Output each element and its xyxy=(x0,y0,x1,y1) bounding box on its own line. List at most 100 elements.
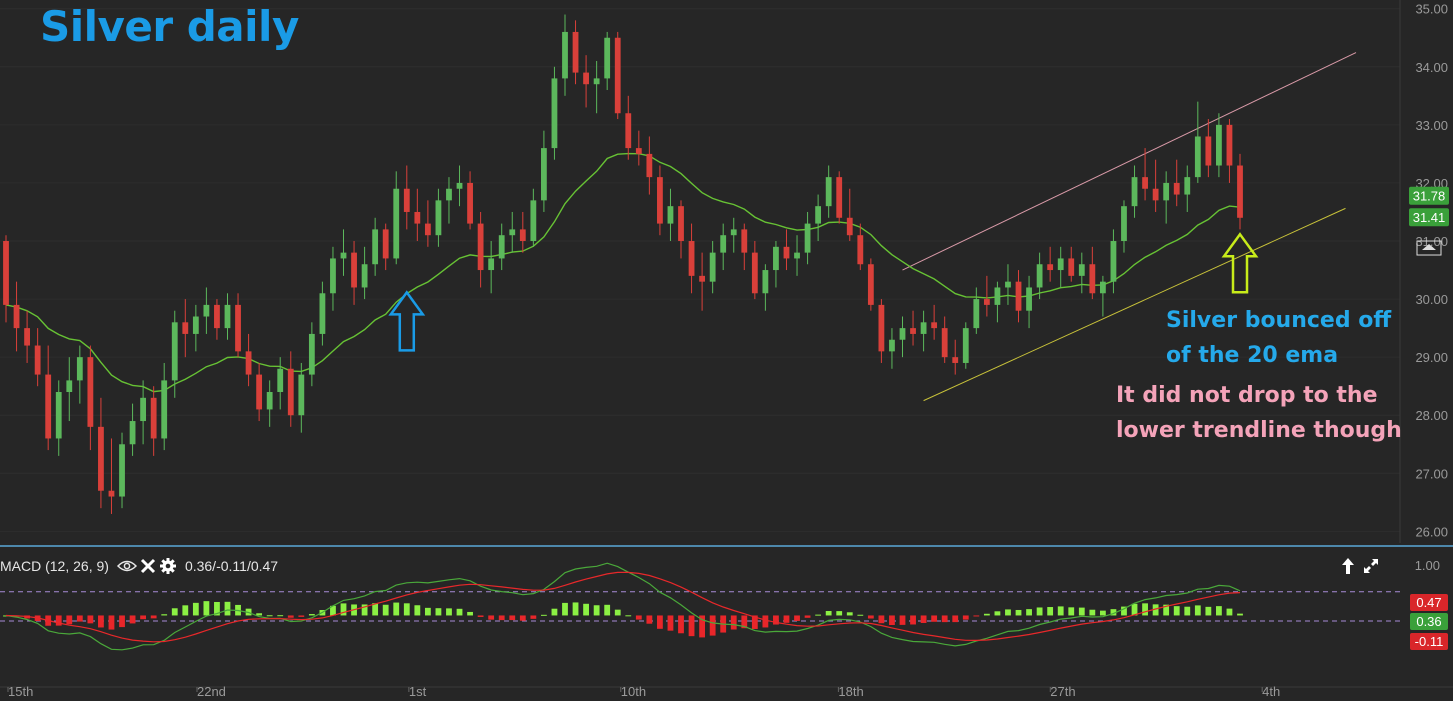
macd-hist-bar xyxy=(941,615,948,623)
candle xyxy=(773,241,779,288)
candle-body xyxy=(319,293,326,334)
candle xyxy=(403,165,410,230)
candle-body xyxy=(435,200,442,236)
candle-body xyxy=(266,392,273,410)
candle xyxy=(140,380,147,445)
candle xyxy=(625,95,632,160)
macd-hist-bar xyxy=(1152,604,1159,616)
blue-arrow-icon xyxy=(388,290,426,352)
macd-hist-bar xyxy=(920,615,927,623)
candle-body xyxy=(730,229,737,236)
macd-hist-bar xyxy=(287,615,294,618)
candle-body xyxy=(182,322,189,334)
candle-body xyxy=(76,357,83,381)
candle-body xyxy=(277,368,284,393)
macd-hist-bar xyxy=(1057,606,1064,616)
macd-hist-bar xyxy=(361,604,368,616)
eye-icon[interactable] xyxy=(116,559,137,573)
candle-body xyxy=(150,397,157,439)
candle xyxy=(319,281,326,346)
candle xyxy=(477,211,484,288)
macd-hist-bar xyxy=(794,615,800,621)
candle-body xyxy=(519,229,526,242)
candle xyxy=(614,31,621,120)
trendline-note-line-1: It did not drop to the xyxy=(1116,383,1378,408)
candle-body xyxy=(804,223,811,253)
close-icon[interactable] xyxy=(139,557,157,575)
price-badge-bg xyxy=(1409,208,1449,227)
candle-body xyxy=(245,351,252,375)
candle xyxy=(646,136,653,195)
macd-hist-bar xyxy=(488,615,495,620)
candle xyxy=(551,66,558,160)
candle xyxy=(1015,270,1022,323)
candle-body xyxy=(1121,206,1127,242)
candle-body xyxy=(351,252,357,288)
candle xyxy=(593,60,600,114)
candle-body xyxy=(952,357,959,363)
candle xyxy=(192,304,199,352)
candle xyxy=(952,339,959,375)
candle-body xyxy=(667,206,674,224)
candle-body xyxy=(846,217,853,236)
candle xyxy=(678,200,684,259)
macd-hist-bar xyxy=(709,615,716,636)
macd-hist-bar xyxy=(699,615,706,638)
candle-body xyxy=(857,235,864,265)
candle-body xyxy=(1226,124,1233,166)
candle xyxy=(931,304,938,340)
gear-icon[interactable] xyxy=(159,557,177,575)
macd-hist-bar xyxy=(330,605,336,616)
candle-body xyxy=(1237,165,1243,218)
time-axis[interactable]: 15th 22nd 1st 10th 18th 27th 4th xyxy=(0,684,1453,699)
macd-hist-bar xyxy=(1026,609,1032,616)
expand-icon[interactable] xyxy=(1362,557,1380,575)
price-badge-bg xyxy=(1409,186,1449,205)
macd-hist-bar xyxy=(583,603,589,616)
candle xyxy=(519,211,526,253)
macd-hist-bar xyxy=(414,605,421,616)
candle xyxy=(424,200,431,247)
candle xyxy=(1026,275,1032,329)
axis-scale-arrow xyxy=(1422,244,1436,251)
macd-hist-bar xyxy=(1173,606,1180,616)
arrow-up-icon[interactable] xyxy=(1340,557,1356,575)
candle-body xyxy=(488,258,495,271)
price-tick-label: 29.00 xyxy=(1415,350,1448,365)
macd-hist-bar xyxy=(1163,604,1170,616)
candle xyxy=(203,287,210,334)
candle-body xyxy=(836,177,843,218)
price-grid xyxy=(0,8,1400,532)
price-axis[interactable]: 26.0027.0028.0029.0030.0031.0032.0033.00… xyxy=(1399,0,1453,701)
candle xyxy=(540,130,547,212)
macd-hist-bar xyxy=(910,615,916,625)
macd-hist-bar xyxy=(171,608,178,616)
macd-line xyxy=(5,562,1241,651)
time-tick-label: 27th xyxy=(1050,684,1075,699)
macd-hist-bar xyxy=(66,615,73,625)
trendline-note: It did not drop to the lower trendline t… xyxy=(1116,378,1402,448)
candle-body xyxy=(498,235,505,259)
candle-body xyxy=(361,264,368,288)
macd-hist-bar xyxy=(76,615,83,622)
macd-hist-bar xyxy=(1237,613,1243,616)
macd-hist-bar xyxy=(340,603,347,616)
candle xyxy=(994,281,1001,323)
candle-body xyxy=(1152,188,1159,201)
time-tick-label: 10th xyxy=(621,684,646,699)
candle xyxy=(1036,252,1043,300)
candle-body xyxy=(298,374,305,416)
candle xyxy=(878,299,885,363)
price-tick-label: 33.00 xyxy=(1415,118,1448,133)
macd-hist-bar xyxy=(551,608,558,616)
macd-hist-bar xyxy=(973,615,980,617)
macd-hist-bar xyxy=(730,615,737,630)
candle xyxy=(1089,246,1096,300)
candle-body xyxy=(1163,182,1170,201)
macd-hist-bar xyxy=(931,615,938,622)
macd-hist-bar xyxy=(140,615,147,620)
candle xyxy=(762,264,769,311)
candle xyxy=(256,362,263,422)
macd-hist-bar xyxy=(403,603,410,616)
price-tick-label: 30.00 xyxy=(1415,292,1448,307)
